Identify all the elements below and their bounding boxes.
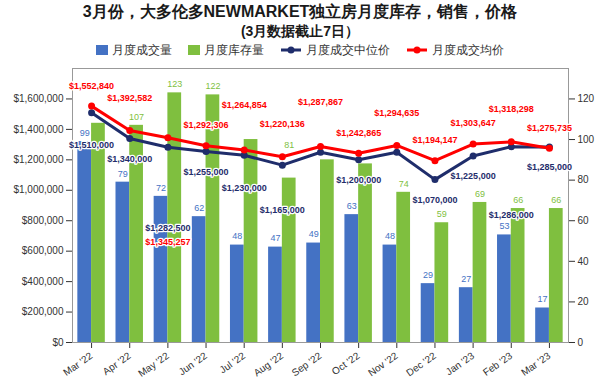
svg-text:$0: $0 xyxy=(52,337,64,348)
html-text:3月份，大多伦多NEWMARKET独立房月度库存，销售，价格: 3月份，大多伦多NEWMARKET独立房月度库存，销售，价格 xyxy=(82,3,518,20)
svg-text:Jan '23: Jan '23 xyxy=(444,350,477,378)
svg-text:122: 122 xyxy=(205,81,220,91)
svg-text:66: 66 xyxy=(513,195,523,205)
svg-text:Jun '22: Jun '22 xyxy=(177,350,210,378)
svg-text:48: 48 xyxy=(385,231,395,241)
svg-text:60: 60 xyxy=(578,215,590,226)
svg-text:$1,285,000: $1,285,000 xyxy=(527,162,572,172)
svg-text:100: 100 xyxy=(578,134,595,145)
svg-text:40: 40 xyxy=(578,256,590,267)
svg-text:$1,194,147: $1,194,147 xyxy=(412,135,457,145)
html-text:(3月数据截止7日）: (3月数据截止7日） xyxy=(240,23,360,39)
svg-text:$600,000: $600,000 xyxy=(22,245,64,256)
svg-text:$1,345,257: $1,345,257 xyxy=(145,237,190,247)
svg-text:66: 66 xyxy=(551,195,561,205)
svg-text:123: 123 xyxy=(167,79,182,89)
svg-text:62: 62 xyxy=(194,203,204,213)
svg-text:Mar '22: Mar '22 xyxy=(61,350,95,378)
svg-text:Oct '22: Oct '22 xyxy=(330,350,362,377)
svg-text:48: 48 xyxy=(232,231,242,241)
svg-text:$400,000: $400,000 xyxy=(22,276,64,287)
svg-text:$1,282,500: $1,282,500 xyxy=(145,223,190,233)
svg-text:$1,392,582: $1,392,582 xyxy=(107,93,152,103)
svg-text:Feb '23: Feb '23 xyxy=(481,350,515,378)
svg-text:$1,287,867: $1,287,867 xyxy=(298,97,343,107)
svg-text:29: 29 xyxy=(423,270,433,280)
svg-text:47: 47 xyxy=(270,233,280,243)
svg-text:80: 80 xyxy=(578,174,590,185)
svg-text:Nov '22: Nov '22 xyxy=(366,350,400,379)
svg-text:$1,340,000: $1,340,000 xyxy=(107,154,152,164)
svg-text:$1,200,000: $1,200,000 xyxy=(336,175,381,185)
svg-text:$1,292,306: $1,292,306 xyxy=(184,120,229,130)
svg-text:Dec '22: Dec '22 xyxy=(404,350,438,379)
svg-text:74: 74 xyxy=(399,179,409,189)
html-text:月度成交均价: 月度成交均价 xyxy=(432,43,504,57)
svg-text:79: 79 xyxy=(118,169,128,179)
svg-text:$1,242,865: $1,242,865 xyxy=(336,128,381,138)
svg-text:72: 72 xyxy=(156,183,166,193)
svg-text:120: 120 xyxy=(578,93,595,104)
svg-text:$1,225,000: $1,225,000 xyxy=(451,171,496,181)
svg-text:$1,264,854: $1,264,854 xyxy=(222,100,267,110)
svg-text:$1,220,136: $1,220,136 xyxy=(260,119,305,129)
svg-text:$1,510,000: $1,510,000 xyxy=(69,140,114,150)
svg-text:$1,286,000: $1,286,000 xyxy=(489,210,534,220)
svg-text:$800,000: $800,000 xyxy=(22,215,64,226)
svg-text:17: 17 xyxy=(538,294,548,304)
svg-text:$1,200,000: $1,200,000 xyxy=(13,154,63,165)
svg-text:53: 53 xyxy=(499,221,509,231)
svg-text:Aug '22: Aug '22 xyxy=(251,350,285,379)
html-text:月度成交中位价: 月度成交中位价 xyxy=(306,43,390,57)
svg-text:$1,275,735: $1,275,735 xyxy=(527,123,572,133)
svg-text:$1,318,298: $1,318,298 xyxy=(489,104,534,114)
svg-text:59: 59 xyxy=(437,209,447,219)
svg-text:107: 107 xyxy=(129,112,144,122)
svg-text:$1,165,000: $1,165,000 xyxy=(260,205,305,215)
svg-text:$1,070,000: $1,070,000 xyxy=(412,195,457,205)
svg-text:81: 81 xyxy=(284,140,294,150)
svg-text:$200,000: $200,000 xyxy=(22,306,64,317)
svg-text:63: 63 xyxy=(347,201,357,211)
svg-text:27: 27 xyxy=(461,274,471,284)
svg-text:$1,400,000: $1,400,000 xyxy=(13,124,63,135)
svg-text:0: 0 xyxy=(578,337,584,348)
svg-text:$1,000,000: $1,000,000 xyxy=(13,184,63,195)
svg-text:Jul '22: Jul '22 xyxy=(217,350,247,376)
svg-text:$1,600,000: $1,600,000 xyxy=(13,93,63,104)
svg-text:20: 20 xyxy=(578,296,590,307)
svg-text:$1,552,840: $1,552,840 xyxy=(69,81,114,91)
svg-text:Mar '23: Mar '23 xyxy=(519,350,553,378)
svg-text:49: 49 xyxy=(309,229,319,239)
svg-text:Apr '22: Apr '22 xyxy=(101,350,133,377)
svg-text:99: 99 xyxy=(80,128,90,138)
svg-text:May '22: May '22 xyxy=(136,350,171,379)
svg-text:$1,230,000: $1,230,000 xyxy=(222,183,267,193)
svg-text:Sep '22: Sep '22 xyxy=(290,350,324,379)
html-text:月度成交量: 月度成交量 xyxy=(112,43,172,57)
html-text:月度库存量: 月度库存量 xyxy=(204,43,264,57)
svg-text:69: 69 xyxy=(475,189,485,199)
svg-text:$1,294,635: $1,294,635 xyxy=(374,108,419,118)
svg-text:$1,255,000: $1,255,000 xyxy=(184,167,229,177)
svg-text:$1,303,647: $1,303,647 xyxy=(451,118,496,128)
